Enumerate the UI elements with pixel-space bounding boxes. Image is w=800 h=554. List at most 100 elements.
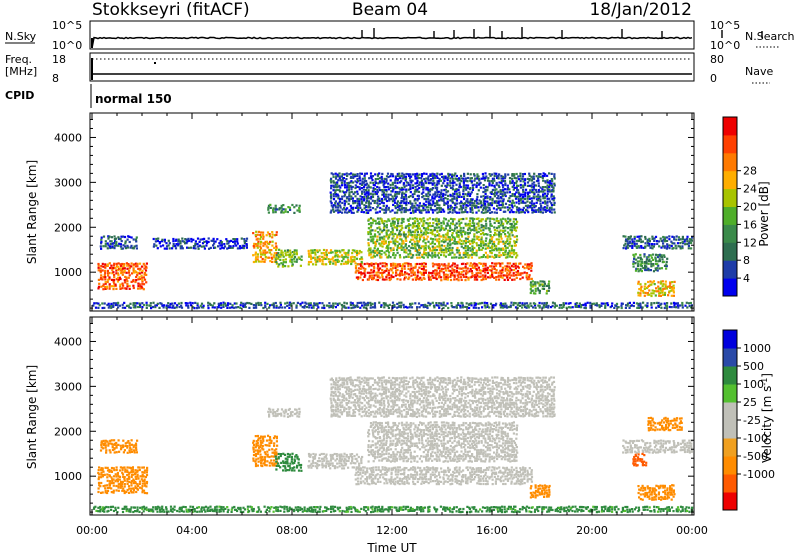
power-cell [448, 208, 451, 211]
power-cell [380, 231, 383, 234]
power-cell [125, 271, 128, 274]
power-cell [534, 292, 537, 295]
power-cell [547, 283, 550, 286]
power-cell [471, 206, 474, 209]
power-cell [538, 207, 541, 210]
power-cell [124, 242, 127, 245]
power-cell [398, 242, 401, 245]
power-cell [479, 202, 482, 205]
power-cell [637, 270, 640, 273]
power-cell [327, 251, 331, 254]
power-cell [392, 242, 395, 245]
power-cell [459, 185, 462, 189]
power-cell [367, 211, 370, 214]
power-cell [459, 304, 462, 307]
power-cell [346, 262, 349, 265]
velocity-cell [130, 470, 133, 474]
power-cell [176, 244, 179, 247]
power-cell [389, 240, 392, 243]
power-cell [443, 217, 446, 220]
power-cell [295, 249, 298, 252]
power-cell [429, 173, 432, 176]
power-cell [413, 206, 416, 209]
velocity-cell [284, 467, 287, 470]
power-cell [278, 208, 281, 211]
power-cell [309, 255, 312, 259]
power-cell [437, 190, 440, 193]
velocity-cell [145, 485, 148, 488]
power-cell [415, 253, 418, 256]
power-cell [484, 244, 487, 247]
power-cell [462, 177, 465, 180]
velocity-cell [109, 442, 112, 445]
power-cell [422, 186, 425, 189]
power-cell [370, 264, 373, 267]
power-cell [459, 231, 462, 234]
power-cell [668, 235, 671, 238]
power-cell [437, 252, 440, 255]
power-cell [395, 226, 399, 229]
power-cell [580, 304, 583, 307]
power-cell [464, 255, 467, 258]
power-cell [352, 192, 355, 195]
power-cell [405, 239, 408, 242]
velocity-cell [275, 451, 278, 454]
power-cell [368, 254, 371, 257]
power-cell [508, 191, 511, 194]
velocity-cell [273, 453, 276, 456]
power-cell [676, 304, 679, 307]
velocity-cell [113, 451, 116, 454]
velocity-cell [259, 444, 263, 447]
velocity-cell [122, 439, 125, 442]
power-cell [654, 256, 657, 259]
power-cell [365, 304, 368, 307]
power-cell [245, 244, 248, 247]
power-cell [393, 226, 396, 229]
power-cell [347, 188, 350, 191]
power-cell [399, 264, 402, 268]
power-cell [517, 209, 520, 212]
power-cell [458, 224, 461, 227]
power-cell [386, 274, 389, 277]
power-cell [219, 302, 222, 305]
velocity-cell [135, 444, 138, 447]
power-cell [435, 238, 438, 241]
power-cell [407, 231, 410, 234]
power-cell [643, 262, 646, 265]
power-cell [284, 265, 287, 268]
power-cell [530, 269, 533, 272]
power-cell [385, 246, 388, 250]
power-cell [411, 226, 414, 229]
power-cell [236, 242, 239, 245]
power-cell [250, 302, 253, 305]
power-cell [334, 252, 337, 255]
power-cell [395, 195, 398, 198]
power-cell [521, 193, 524, 196]
power-cell [396, 246, 399, 249]
power-cell [458, 267, 461, 270]
velocity-cell [138, 482, 141, 485]
power-colorbar-label: Power [dB] [757, 181, 771, 246]
power-cell [367, 218, 370, 221]
power-cell [500, 220, 503, 223]
power-cell [341, 211, 344, 214]
power-cell [138, 262, 142, 265]
power-cell [418, 244, 421, 247]
power-cell [626, 240, 629, 243]
power-cell [100, 238, 103, 241]
nsky-panel: N.Sky 10^5 10^0 10^5 10^0 N.Search [5, 19, 795, 52]
power-cell [487, 203, 490, 206]
power-cell [454, 172, 457, 175]
power-cell [521, 200, 525, 203]
power-cell [385, 231, 388, 234]
power-cell [481, 240, 484, 243]
power-cell [111, 269, 114, 272]
nsky-label: N.Sky [5, 30, 37, 43]
power-cell [422, 269, 425, 272]
power-cell [440, 248, 443, 251]
power-cell [167, 239, 170, 242]
power-cell [412, 247, 415, 250]
power-cell [650, 265, 653, 268]
power-cell [444, 184, 447, 187]
power-cell [245, 239, 248, 243]
